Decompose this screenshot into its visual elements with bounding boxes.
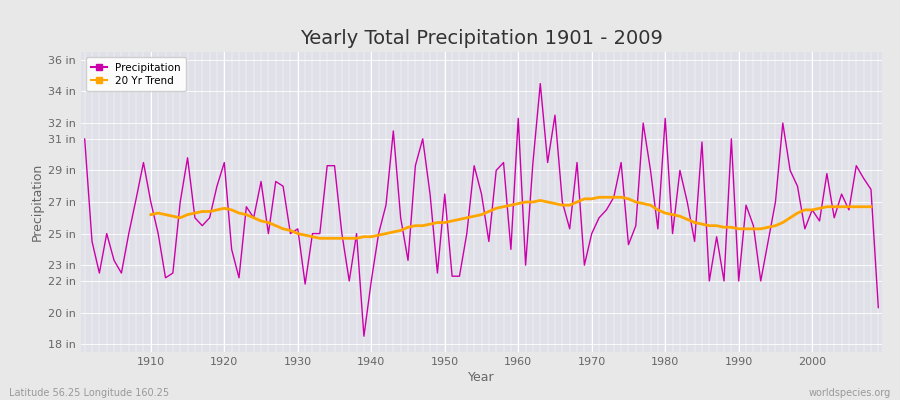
Title: Yearly Total Precipitation 1901 - 2009: Yearly Total Precipitation 1901 - 2009 bbox=[300, 29, 663, 48]
X-axis label: Year: Year bbox=[468, 371, 495, 384]
Text: worldspecies.org: worldspecies.org bbox=[809, 388, 891, 398]
Text: Latitude 56.25 Longitude 160.25: Latitude 56.25 Longitude 160.25 bbox=[9, 388, 169, 398]
Y-axis label: Precipitation: Precipitation bbox=[31, 163, 44, 241]
Legend: Precipitation, 20 Yr Trend: Precipitation, 20 Yr Trend bbox=[86, 57, 186, 91]
